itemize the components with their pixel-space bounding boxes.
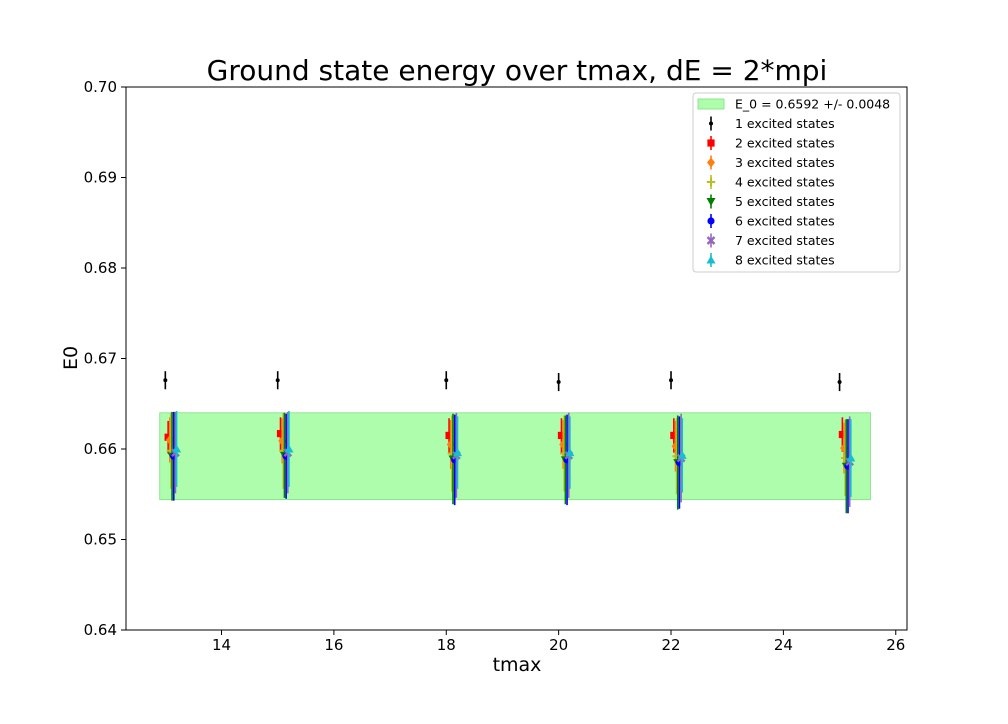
series-8: [172, 410, 856, 497]
legend-entry-2: 2 excited states: [707, 136, 835, 151]
legend: E_0 = 0.6592 +/- 0.0048 1 excited states 2…: [692, 92, 901, 273]
data-point: [445, 431, 453, 440]
legend-label: 2 excited states: [735, 136, 835, 151]
data-point: [838, 430, 846, 439]
legend-entry-7: 7 excited states: [706, 233, 835, 248]
series-6: [170, 411, 852, 514]
plot-area: [159, 371, 871, 514]
data-point: [565, 448, 575, 457]
x-tick-label: 20: [549, 636, 568, 654]
legend-label: 1 excited states: [735, 116, 835, 131]
data-point: [557, 431, 566, 440]
legend-marker: [706, 255, 716, 264]
legend-marker: [707, 157, 715, 168]
legend-label: E_0 = 0.6592 +/- 0.0048: [735, 97, 890, 112]
legend-marker: [707, 139, 715, 147]
x-tick-label: 14: [212, 636, 231, 654]
x-tick-label: 16: [324, 636, 343, 654]
y-tick-label: 0.66: [84, 440, 117, 458]
x-tick-label: 22: [661, 636, 680, 654]
y-tick-label: 0.65: [84, 531, 117, 549]
legend-entry-6: 6 excited states: [707, 214, 835, 229]
series-1: [163, 371, 842, 392]
legend-marker: [706, 198, 716, 206]
chart-title: Ground state energy over tmax, dE = 2*mp…: [207, 54, 828, 87]
legend-entry-8: 8 excited states: [706, 253, 835, 268]
legend-entry-4: 4 excited states: [706, 175, 835, 190]
legend-label: 5 excited states: [735, 194, 835, 209]
legend-swatch-band: [697, 98, 725, 110]
legend-marker: [707, 217, 715, 225]
y-tick-label: 0.68: [84, 259, 117, 277]
legend-marker: [706, 177, 716, 187]
axes: 14 16 18 20 22 24 26 0.64 0.65 0.66 0.67 0.68 0.69 0.…: [84, 78, 908, 654]
legend-entry-5: 5 excited states: [706, 194, 835, 209]
x-axis-label: tmax: [493, 654, 542, 676]
data-point: [677, 450, 687, 459]
y-tick-label: 0.70: [84, 78, 117, 96]
y-tick-label: 0.64: [84, 621, 117, 639]
x-tick-label: 26: [886, 636, 905, 654]
legend-marker: [709, 121, 713, 126]
data-point: [284, 444, 294, 453]
y-tick-label: 0.69: [84, 169, 117, 187]
legend-label: 4 excited states: [735, 175, 835, 190]
legend-label: 7 excited states: [735, 233, 835, 248]
data-point: [444, 378, 449, 383]
data-point: [837, 380, 842, 385]
legend-label: 6 excited states: [735, 214, 835, 229]
data-point: [276, 430, 285, 438]
data-point: [670, 431, 678, 440]
legend-label: 3 excited states: [735, 155, 835, 170]
legend-label: 8 excited states: [735, 253, 835, 268]
x-tick-label: 24: [774, 636, 793, 654]
data-point: [556, 380, 561, 385]
y-tick-label: 0.67: [84, 350, 117, 368]
legend-entry-3: 3 excited states: [707, 155, 835, 170]
legend-frame: [692, 92, 901, 273]
data-point: [172, 444, 182, 453]
data-point: [846, 453, 856, 462]
legend-marker: [706, 236, 716, 245]
legend-entry-1: 1 excited states: [709, 116, 835, 131]
y-axis-label: E0: [60, 346, 82, 370]
data-point: [275, 378, 280, 383]
x-tick-label: 18: [437, 636, 456, 654]
e0-band: [159, 412, 871, 501]
data-point: [669, 378, 674, 383]
data-point: [163, 378, 168, 383]
data-point: [453, 448, 463, 457]
